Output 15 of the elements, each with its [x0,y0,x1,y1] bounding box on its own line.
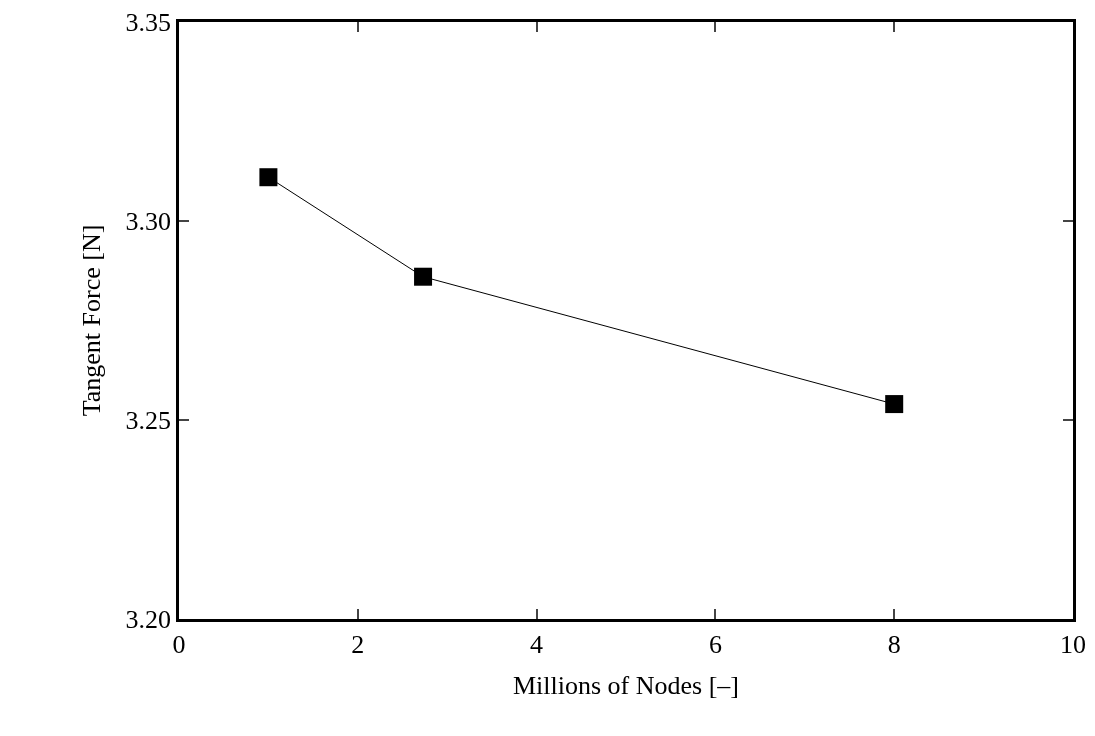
x-tick-label: 8 [887,629,901,659]
point [885,395,904,414]
y-tick-label: 3.35 [125,8,172,38]
point [259,168,278,187]
y-tick-label: 3.25 [125,406,172,436]
x-tick-label: 10 [1060,629,1086,659]
x-tick-label: 6 [708,629,722,659]
y-axis-title: Tangent Force [N] [76,224,106,417]
x-tick-label: 0 [172,629,186,659]
y-tick-label: 3.20 [125,605,172,635]
y-tick-label: 3.30 [125,207,172,237]
x-tick-label: 4 [530,629,544,659]
point [414,267,433,286]
x-tick-label: 2 [351,629,365,659]
x-axis-title: Millions of Nodes [–] [512,670,740,700]
